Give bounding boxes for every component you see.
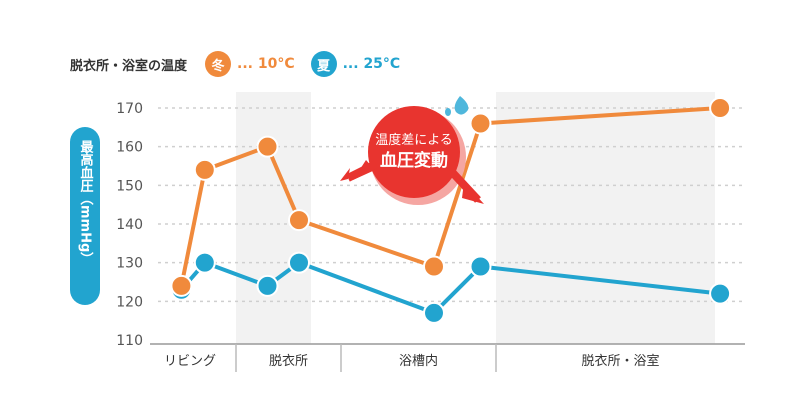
- legend-summer: 夏 ... 25°C: [310, 51, 401, 77]
- sweat-drop-small-icon: [445, 108, 451, 116]
- x-tick-label: リビング: [164, 354, 216, 369]
- legend: 脱衣所・浴室の温度 冬 ... 10°C 夏 ... 25°C: [70, 50, 416, 78]
- data-point: [709, 97, 732, 119]
- callout-line1: 温度差による: [375, 132, 453, 148]
- callout-bubble: [368, 106, 460, 198]
- y-tick-label: 120: [116, 294, 143, 310]
- callout-arrow-right-shaft: [449, 169, 481, 203]
- y-tick-label: 130: [116, 256, 143, 272]
- legend-title: 脱衣所・浴室の温度: [70, 58, 188, 74]
- y-tick-label: 170: [116, 101, 143, 117]
- summer-temp: ... 25°C: [342, 56, 401, 72]
- callout-line2: 血圧変動: [380, 150, 448, 171]
- winter-badge: 冬: [205, 51, 232, 77]
- y-tick-label: 160: [116, 140, 143, 156]
- sweat-drop-icon: [454, 96, 469, 115]
- data-point: [193, 251, 216, 274]
- y-tick-label: 110: [116, 333, 143, 349]
- y-tick-label: 140: [116, 217, 143, 233]
- data-point: [193, 158, 216, 181]
- summer-badge: 夏: [310, 51, 337, 77]
- x-tick-label: 浴槽内: [399, 353, 438, 369]
- data-point: [256, 274, 279, 297]
- data-point: [288, 209, 310, 232]
- data-point: [288, 251, 310, 274]
- data-point: [469, 112, 492, 135]
- x-tick-label: 脱衣所・浴室: [581, 353, 659, 369]
- y-tick-label: 150: [116, 178, 143, 194]
- x-tick-label: 脱衣所: [269, 353, 308, 369]
- data-point: [423, 301, 445, 324]
- legend-winter: 冬 ... 10°C: [205, 51, 295, 77]
- shaded-region: [496, 92, 715, 344]
- data-point: [423, 255, 445, 278]
- y-axis-label-pill: [70, 127, 100, 305]
- y-axis-label: 最高血圧（mmHg）: [78, 140, 95, 265]
- data-point: [469, 255, 492, 278]
- data-point: [709, 282, 732, 305]
- data-point: [170, 274, 193, 297]
- callout-arrow-left-shaft: [346, 160, 378, 182]
- winter-temp: ... 10°C: [237, 56, 295, 72]
- data-point: [256, 135, 279, 158]
